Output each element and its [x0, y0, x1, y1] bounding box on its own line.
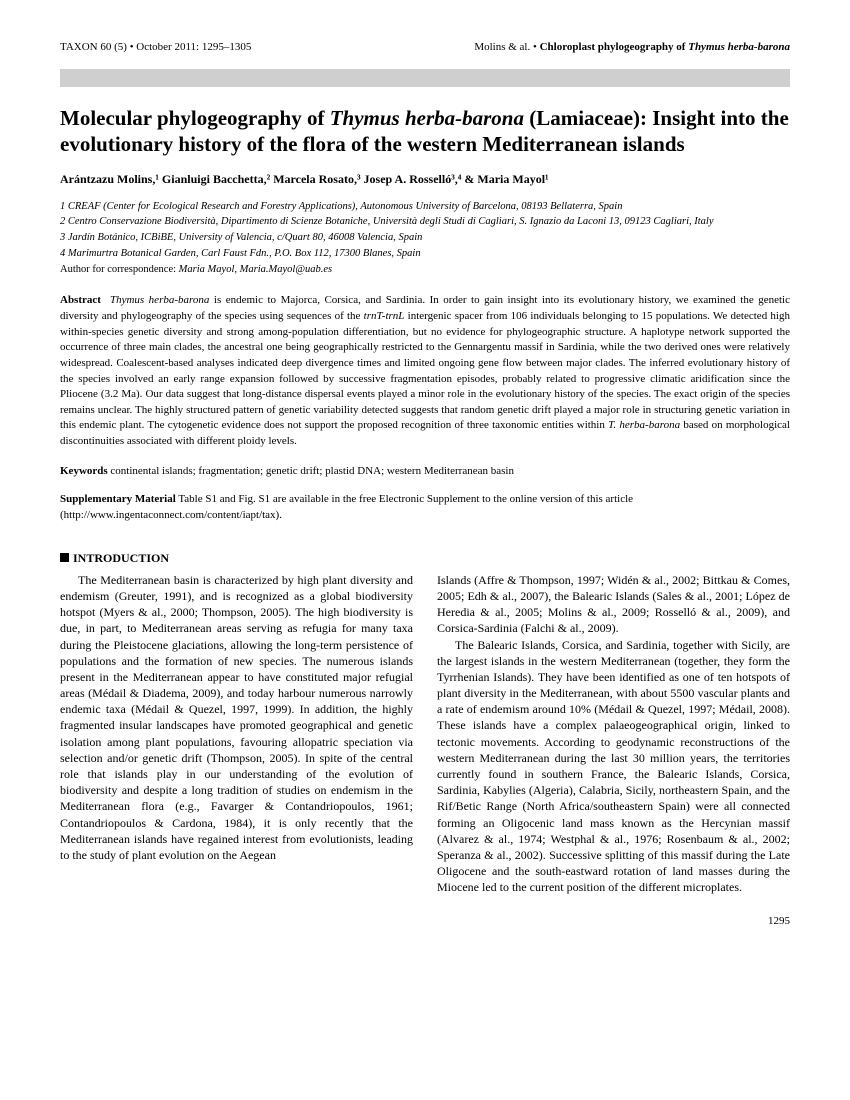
affiliation-3: 3 Jardín Botánico, ICBiBE, University of…: [60, 231, 790, 246]
column-right: Islands (Affre & Thompson, 1997; Widén &…: [437, 572, 790, 896]
header-left: TAXON 60 (5) • October 2011: 1295–1305: [60, 40, 251, 55]
author-list: Arántzazu Molins,¹ Gianluigi Bacchetta,²…: [60, 171, 790, 187]
page-number: 1295: [60, 914, 790, 929]
column-left: The Mediterranean basin is characterized…: [60, 572, 413, 896]
running-header: TAXON 60 (5) • October 2011: 1295–1305 M…: [60, 40, 790, 55]
article-title: Molecular phylogeography of Thymus herba…: [60, 105, 790, 158]
correspondence: Author for correspondence: Maria Mayol, …: [60, 263, 790, 277]
affiliation-4: 4 Marimurtra Botanical Garden, Carl Faus…: [60, 247, 790, 262]
body-paragraph: The Mediterranean basin is characterized…: [60, 572, 413, 863]
affiliation-2: 2 Centro Conservazione Biodiversità, Dip…: [60, 215, 790, 230]
header-right: Molins & al. • Chloroplast phylogeograph…: [474, 40, 790, 55]
body-columns: The Mediterranean basin is characterized…: [60, 572, 790, 896]
affiliation-1: 1 CREAF (Center for Ecological Research …: [60, 200, 790, 215]
body-paragraph: The Balearic Islands, Corsica, and Sardi…: [437, 637, 790, 896]
header-bar: [60, 69, 790, 87]
keywords: Keywords continental islands; fragmentat…: [60, 464, 790, 479]
section-heading-introduction: INTRODUCTION: [60, 550, 790, 566]
abstract: Abstract Thymus herba-barona is endemic …: [60, 293, 790, 449]
affiliations: 1 CREAF (Center for Ecological Research …: [60, 200, 790, 262]
supplementary-material: Supplementary Material Table S1 and Fig.…: [60, 492, 790, 523]
square-icon: [60, 553, 69, 562]
body-paragraph: Islands (Affre & Thompson, 1997; Widén &…: [437, 572, 790, 637]
